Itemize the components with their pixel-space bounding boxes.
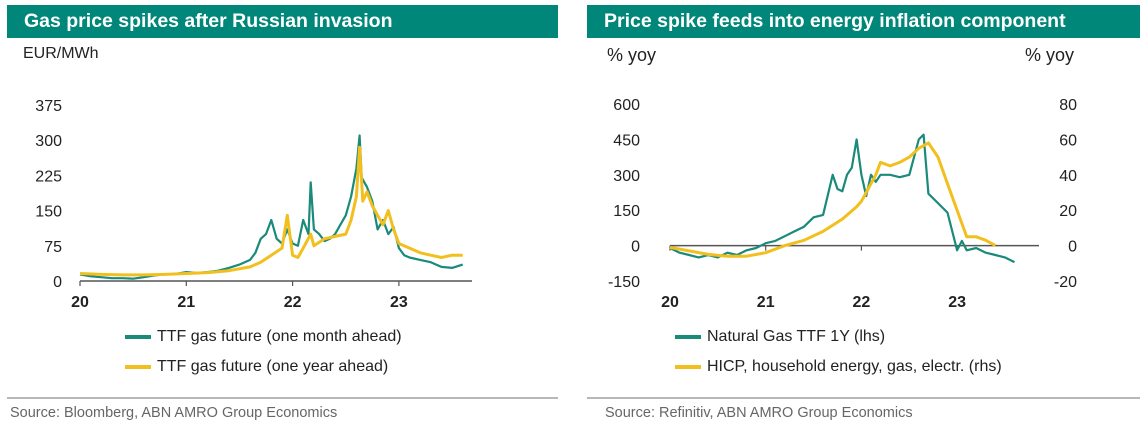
x-tick-label: 23 <box>390 294 408 311</box>
legend-label: HICP, household energy, gas, electr. (rh… <box>707 358 1002 375</box>
right-chart-title: Price spike feeds into energy inflation … <box>587 5 1140 38</box>
y-tick-label: 225 <box>35 168 62 185</box>
y-tick-label: 375 <box>35 98 62 115</box>
legend-swatch-yellow <box>125 365 151 369</box>
y-tick-label: -150 <box>608 274 640 291</box>
y2-tick-label: 20 <box>1059 203 1077 220</box>
right-y-unit-left: % yoy <box>607 45 657 65</box>
source-divider <box>7 397 558 399</box>
y-tick-label: 75 <box>44 239 62 256</box>
series-line-teal <box>669 133 1015 264</box>
y2-tick-label: 80 <box>1059 97 1077 114</box>
left-chart-title: Gas price spikes after Russian invasion <box>7 5 558 38</box>
series-line-yellow <box>79 145 463 277</box>
legend-item-ttf: Natural Gas TTF 1Y (lhs) <box>675 328 885 346</box>
left-y-unit: EUR/MWh <box>23 45 99 62</box>
series-line-yellow <box>669 141 997 258</box>
legend-item-hicp: HICP, household energy, gas, electr. (rh… <box>675 358 1002 376</box>
legend-label: TTF gas future (one month ahead) <box>157 328 402 345</box>
y-tick-label: 0 <box>53 274 62 291</box>
x-tick-label: 20 <box>661 294 679 311</box>
y2-tick-label: 0 <box>1068 239 1077 256</box>
left-chart-panel: Gas price spikes after Russian invasion … <box>0 0 560 430</box>
y-tick-label: 0 <box>631 239 640 256</box>
legend-swatch-yellow <box>675 365 701 369</box>
legend-swatch-teal <box>125 335 151 339</box>
x-tick-label: 23 <box>948 294 966 311</box>
x-tick-label: 22 <box>853 294 871 311</box>
right-chart-plot: -150 0 150 300 450 600 -20 0 20 40 60 80 20 21 22 23 <box>608 97 1077 311</box>
right-chart-panel: Price spike feeds into energy inflation … <box>587 0 1147 430</box>
y2-tick-label: -20 <box>1054 274 1077 291</box>
legend-swatch-teal <box>675 335 701 339</box>
right-y-unit-right: % yoy <box>1025 45 1075 65</box>
y-tick-label: 150 <box>35 204 62 221</box>
source-divider <box>587 397 1140 399</box>
x-tick-label: 20 <box>71 294 89 311</box>
y-tick-label: 300 <box>613 168 640 185</box>
legend-label: TTF gas future (one year ahead) <box>157 358 389 375</box>
legend-item-one-year: TTF gas future (one year ahead) <box>125 358 388 376</box>
legend-label: Natural Gas TTF 1Y (lhs) <box>707 328 886 345</box>
legend-item-one-month: TTF gas future (one month ahead) <box>125 328 402 346</box>
left-source: Source: Bloomberg, ABN AMRO Group Econom… <box>10 405 338 421</box>
right-source: Source: Refinitiv, ABN AMRO Group Econom… <box>605 405 913 421</box>
y-tick-label: 450 <box>613 132 640 149</box>
y2-tick-label: 40 <box>1059 168 1077 185</box>
left-chart-plot: 0 75 150 225 300 375 20 21 22 23 <box>35 98 472 311</box>
series-line-teal <box>79 134 464 280</box>
x-tick-label: 22 <box>284 294 302 311</box>
y-tick-label: 600 <box>613 97 640 114</box>
y-tick-label: 300 <box>35 133 62 150</box>
x-tick-label: 21 <box>177 294 195 311</box>
x-tick-label: 21 <box>757 294 775 311</box>
y2-tick-label: 60 <box>1059 132 1077 149</box>
y-tick-label: 150 <box>613 203 640 220</box>
